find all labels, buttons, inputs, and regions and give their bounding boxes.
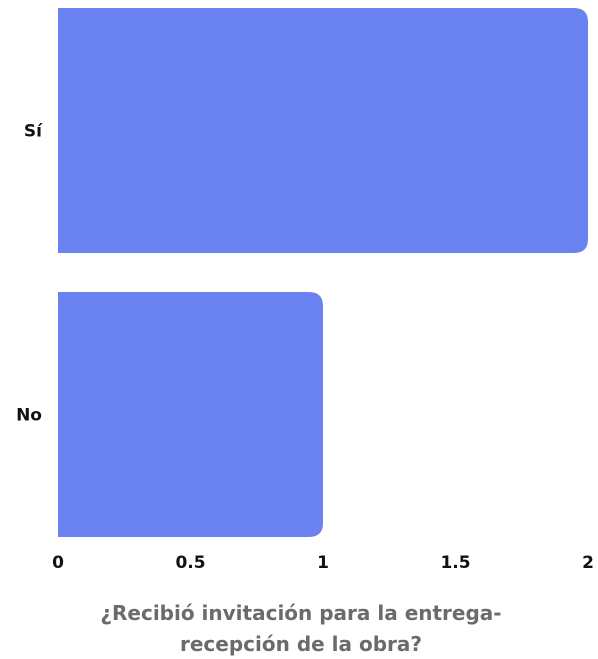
x-tick-label-0: 0 [52,553,64,573]
bar-si [58,8,588,253]
category-label-si: Sí [24,122,43,142]
chart-title-line-1: ¿Recibió invitación para la entrega- [100,601,501,625]
x-tick-label-2: 2 [582,553,594,573]
x-tick-label-1-5: 1.5 [440,553,470,573]
bar-no [58,292,323,537]
x-tick-label-0-5: 0.5 [175,553,205,573]
bars-group [58,8,588,537]
category-labels: Sí No [16,122,43,426]
x-axis-tick-labels: 0 0.5 1 1.5 2 [52,553,594,573]
chart-title-line-2: recepción de la obra? [180,632,422,656]
x-tick-label-1: 1 [317,553,329,573]
category-label-no: No [16,406,42,426]
